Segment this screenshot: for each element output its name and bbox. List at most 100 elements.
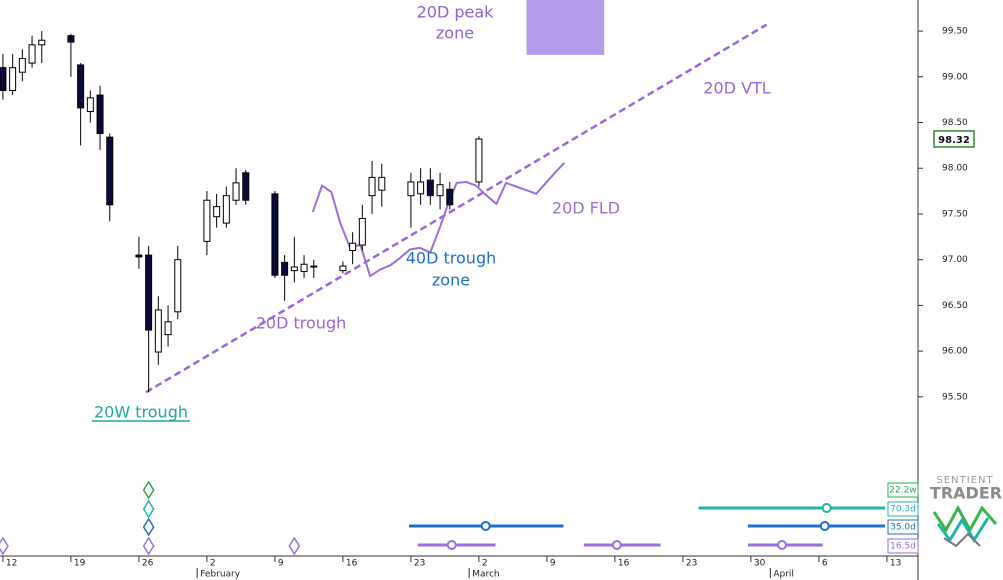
candle-body [77, 64, 85, 109]
candle-body [290, 266, 298, 272]
candle-body [407, 181, 415, 197]
candle-body [232, 182, 240, 201]
cycle-label-box [887, 519, 919, 535]
candle-body [203, 199, 211, 242]
candle-body [358, 218, 366, 246]
y-tick-label: 96.50 [942, 301, 968, 311]
candle-body [300, 263, 308, 273]
x-tick-label: 2 [210, 559, 216, 569]
logo-text: TRADER [930, 484, 1002, 503]
logo-text: SENTIENT [936, 475, 993, 486]
projection-center [821, 503, 832, 513]
candle-body [417, 181, 425, 195]
x-tick-label: 19 [74, 559, 86, 569]
candle-body [96, 94, 104, 134]
candle-body [271, 193, 279, 276]
last-price-box [933, 130, 975, 148]
candle-body [213, 206, 221, 218]
peak-zone-label: zone [436, 24, 474, 43]
candle-body [9, 67, 17, 92]
cycle-label: 22.2w [889, 486, 916, 496]
x-tick-label: 6 [822, 559, 828, 569]
cycle-label-box [887, 538, 919, 554]
candle-body [426, 179, 434, 197]
peak-zone-label: 20D peak [417, 3, 495, 22]
peak-zone [526, 0, 605, 55]
last-price-label: 98.32 [938, 135, 970, 146]
x-tick-label: 16 [346, 559, 358, 569]
overlay-label: 20D FLD [552, 199, 620, 218]
x-tick-label: 26 [142, 559, 154, 569]
candle-body [86, 97, 94, 113]
projection-center [611, 540, 622, 550]
candle-body [339, 265, 347, 272]
x-tick-label: 30 [754, 559, 766, 569]
y-tick-label: 97.00 [942, 255, 968, 265]
month-label: April [773, 570, 794, 580]
candle-body [436, 184, 444, 197]
candle-body [310, 265, 318, 268]
annotation: 20W trough [94, 403, 188, 422]
candle-body [67, 35, 75, 43]
cycle-label-box [887, 482, 919, 498]
y-tick-label: 99.00 [942, 72, 968, 82]
logo-shape [936, 517, 990, 543]
candle-body [135, 254, 143, 258]
projection-center [446, 540, 457, 550]
x-tick-label: 23 [686, 559, 697, 569]
candle-body [378, 176, 386, 191]
overlay-label: 20D VTL [703, 79, 770, 98]
candle-body [154, 309, 162, 353]
x-tick-label: 13 [890, 559, 901, 569]
cycle-label: 16.5d [890, 542, 916, 552]
cycle-label: 35.0d [890, 523, 916, 533]
candle-body [222, 195, 230, 224]
candle-body [145, 254, 153, 331]
cycle-label: 70.3d [890, 505, 916, 515]
x-tick-label: 23 [414, 559, 425, 569]
trough-diamond [142, 499, 155, 519]
projection-center [777, 540, 787, 550]
candle-body [18, 58, 26, 73]
month-label: March [472, 570, 499, 580]
candle-body [0, 67, 7, 92]
month-label: February [200, 570, 241, 580]
x-tick-label: 2 [482, 559, 488, 569]
candle-body [164, 321, 172, 336]
candle-body [475, 138, 483, 183]
candle-body [38, 39, 46, 46]
candle-body [446, 188, 454, 206]
trough-diamond [142, 536, 155, 556]
trough-diamond [142, 480, 155, 500]
x-tick-label: 12 [6, 559, 17, 569]
y-tick-label: 98.50 [942, 118, 968, 128]
projection-center [819, 521, 830, 531]
y-tick-label: 96.00 [942, 347, 968, 357]
logo-shape [943, 532, 981, 548]
trough-diamond [142, 517, 155, 537]
trough-diamond [0, 536, 9, 556]
annotation: zone [432, 271, 470, 290]
candle-body [349, 242, 357, 252]
y-tick-label: 99.50 [942, 27, 968, 37]
y-tick-label: 97.50 [942, 209, 968, 219]
trend-line [145, 23, 768, 394]
x-tick-label: 9 [550, 559, 556, 569]
y-tick-label: 95.50 [942, 392, 968, 402]
y-tick-label: 98.00 [942, 164, 968, 174]
logo-shape [932, 504, 998, 534]
x-tick-label: 16 [618, 559, 630, 569]
candle-body [174, 259, 182, 313]
x-tick-label: 9 [278, 559, 284, 569]
annotation: 40D trough [406, 249, 497, 268]
annotation: 20D trough [256, 314, 347, 333]
cycle-label-box [887, 501, 919, 517]
projection-center [480, 521, 491, 531]
candle-body [106, 136, 114, 206]
candle-body [28, 44, 36, 64]
trough-diamond [288, 536, 301, 556]
candle-body [368, 176, 376, 197]
candle-body [281, 261, 289, 276]
